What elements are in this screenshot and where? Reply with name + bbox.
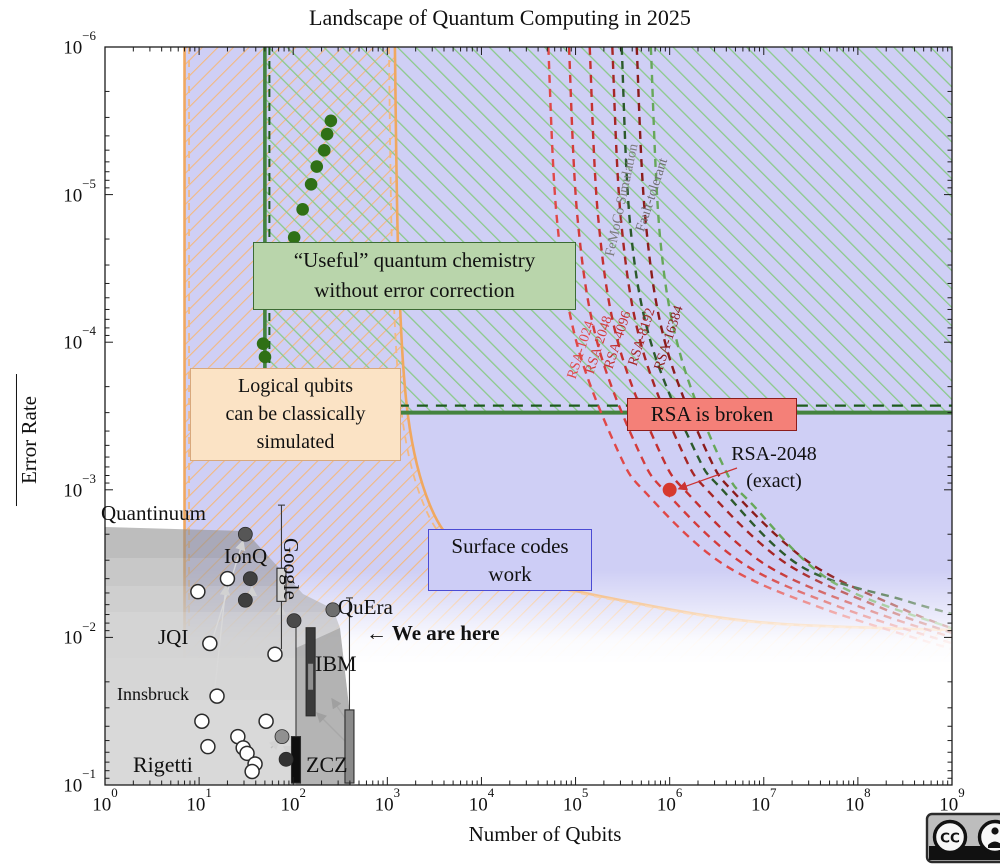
cc-icon-text: CC [940,831,960,847]
rsa-exact-line2: (exact) [746,470,802,492]
useful-chemistry-line2: without error correction [314,278,515,302]
device-label-zcz: ZCZ [306,752,348,777]
y-tick-label-1e-4: 10−4 [63,323,96,354]
surface-codes-line1: Surface codes [451,534,569,558]
device-label-ibm: IBM [315,651,357,676]
device-point-quantinuum [237,526,253,542]
x-tick-label-1e2: 102 [280,785,306,816]
x-tick-label-1e6: 106 [656,785,683,816]
device-point-open [194,713,210,730]
x-tick-label-1e0: 100 [92,785,118,816]
useful-chemistry-region-label: “Useful” quantum chemistry without error… [253,242,576,310]
x-axis-label: Number of Qubits [468,822,622,846]
chemistry-resource-point [324,114,338,128]
device-label-quera: QuEra [338,595,393,619]
x-tick-label-1e5: 105 [562,785,589,816]
device-point-open [267,646,283,662]
useful-chemistry-line1: “Useful” quantum chemistry [293,248,536,272]
device-point-quera [325,602,341,618]
chemistry-resource-point [304,177,318,191]
progress-arrow [208,584,231,743]
y-tick-label-1e-2: 10−2 [63,618,96,649]
chemistry-resource-point [320,127,334,141]
device-point-open [219,570,236,587]
device-point-open [258,713,274,730]
classical-line1: Logical qubits [238,375,353,397]
x-tick-label-1e8: 108 [845,785,871,816]
device-point [274,729,290,745]
x-tick-label-1e3: 103 [374,785,401,816]
device-markers [190,467,738,784]
device-label-innsbruck: Innsbruck [117,684,189,704]
background-regions [184,47,953,662]
device-point-ionq [237,592,253,608]
y-tick-label-1e-1: 10−1 [63,766,96,797]
classical-line3: simulated [256,431,335,453]
range-bar-google [276,567,287,602]
cc-icon [932,819,968,855]
device-point-open-rigetti [244,763,260,780]
chemistry-resource-point [258,350,272,364]
cc-license-badge[interactable]: CC [925,812,1000,864]
rsa-exact-arrow [677,467,738,491]
chemistry-resource-point [287,231,301,244]
rsa-broken-label: RSA is broken [627,398,797,431]
device-point-google [286,613,302,629]
y-tick-label-1e-6: 10−6 [63,28,96,59]
useful-chemistry-region [264,47,952,413]
device-label-google: Google [279,538,303,600]
device-point-open-innsbruck [209,688,225,704]
device-label-jqi: JQI [158,625,189,649]
device-point-open [190,583,206,600]
progress-arrow [316,712,348,744]
y-tick-label-1e-3: 10−3 [63,470,96,502]
x-tick-label-1e4: 104 [468,785,495,816]
x-tick-label-1e9: 109 [939,785,965,816]
we-are-here-annotation: ← We are here [366,621,500,645]
x-tick-label-1e1: 101 [186,785,212,816]
device-label-ionq: IonQ [224,544,268,568]
classical-line2: can be classically [225,403,366,425]
device-point-ionq [242,571,258,587]
classically-simulated-region-label: Logical qubits can be classically simula… [190,368,401,461]
plot-frame [104,46,953,786]
device-point-open [200,738,216,755]
device-point-open-jqi [202,635,218,652]
curve-rsa-4096 [588,46,953,639]
device-point-open [239,745,255,762]
y-tick-label-1e-5: 10−5 [63,175,96,206]
rsa-exact-line1: RSA-2048 [731,443,817,465]
chemistry-resource-point [256,337,270,350]
surface-codes-region-label: Surface codes work [428,529,592,591]
surface-codes-line2: work [488,562,532,586]
rsa-2048-exact-annotation: RSA-2048 (exact) [713,441,835,495]
device-label-quantinuum: Quantinuum [101,501,206,525]
chemistry-resource-point [317,144,331,157]
device-label-rigetti: Rigetti [133,752,193,777]
chart-title: Landscape of Quantum Computing in 2025 [309,5,691,30]
x-tick-label-1e7: 107 [751,785,777,816]
chemistry-resource-point [310,160,324,173]
rsa-2048-exact-point [662,482,677,497]
chemistry-resource-point [296,203,309,216]
device-point [278,751,294,767]
chemistry-points [256,114,338,364]
